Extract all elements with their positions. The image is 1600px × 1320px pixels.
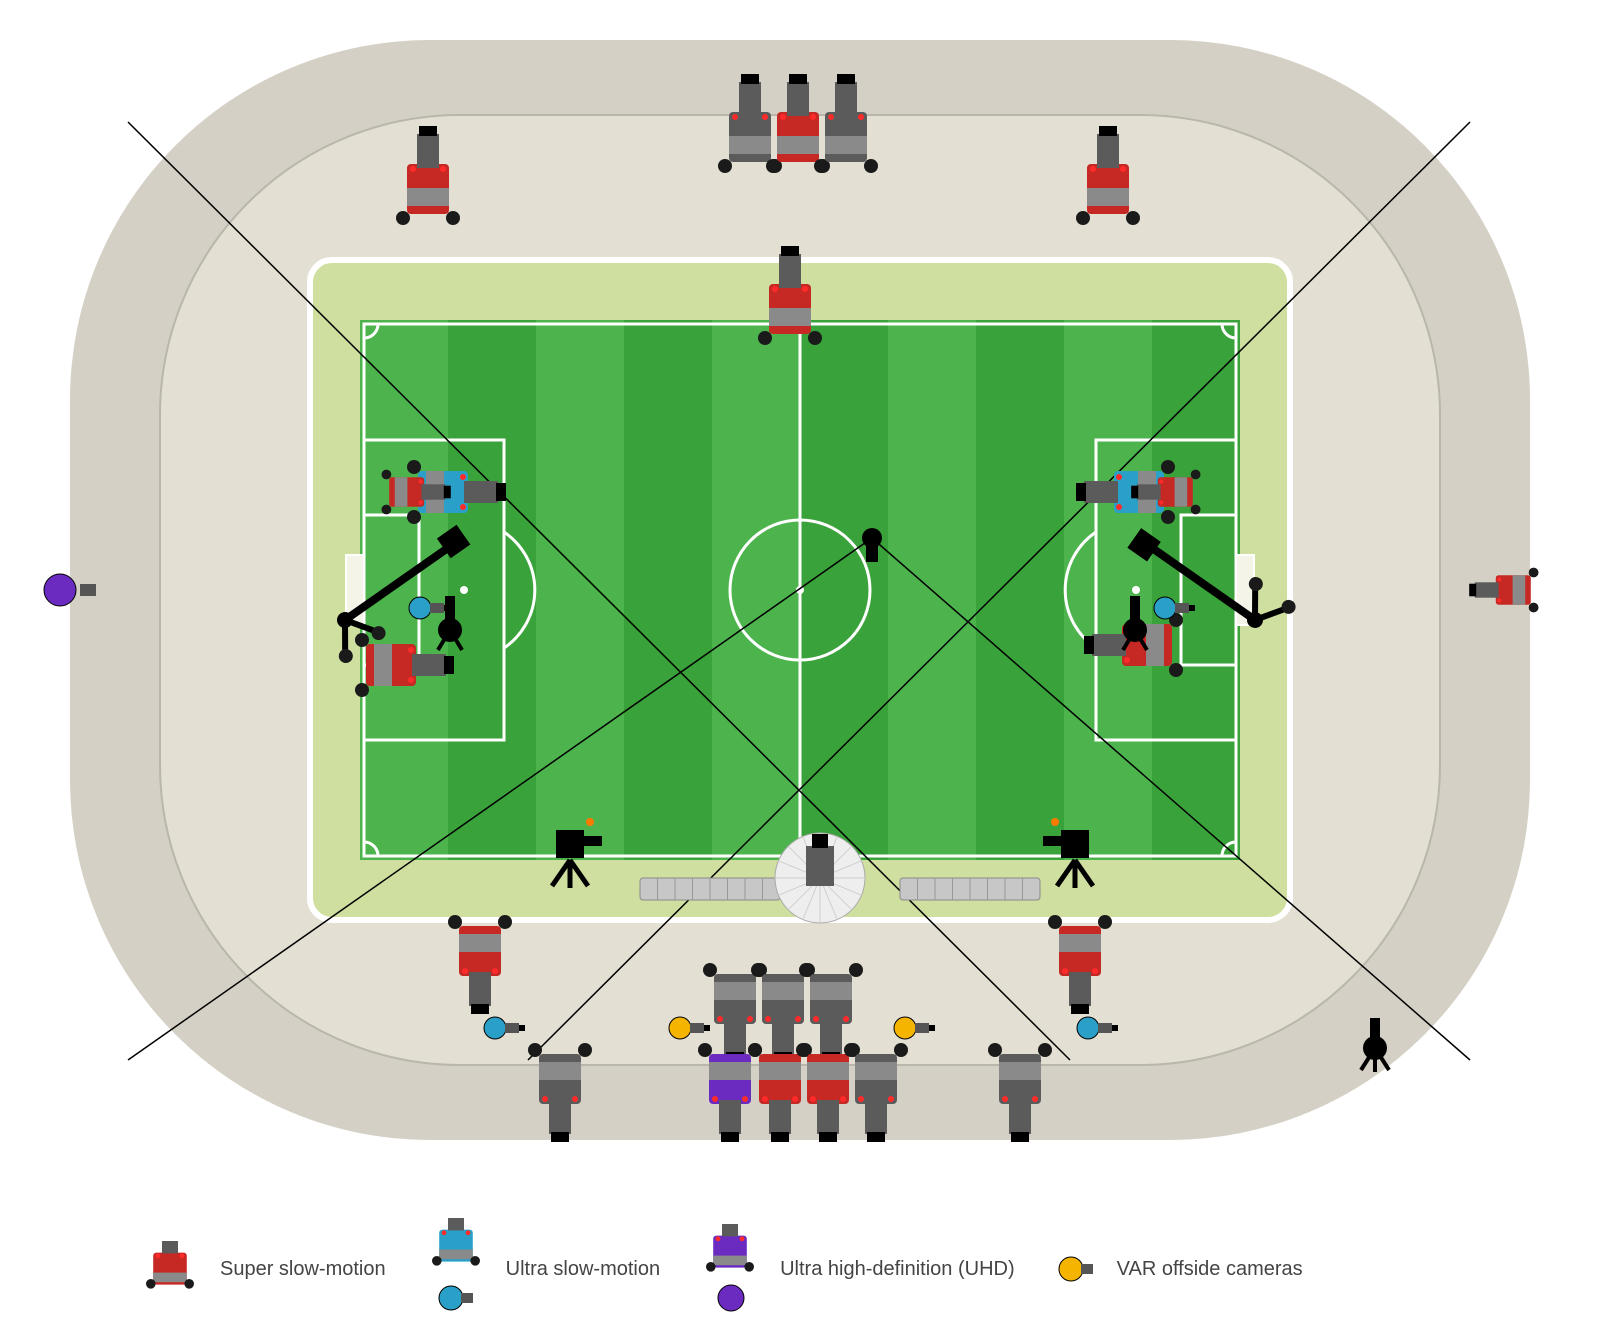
- legend-label: Super slow-motion: [220, 1258, 386, 1281]
- legend-label: Ultra slow-motion: [506, 1258, 660, 1281]
- legend-item: VAR offside cameras: [1055, 1247, 1303, 1291]
- legend-item: Super slow-motion: [140, 1241, 386, 1297]
- team-bench: [900, 878, 1040, 900]
- legend-label: VAR offside cameras: [1117, 1258, 1303, 1281]
- legend-item: Ultra slow-motion: [426, 1218, 660, 1320]
- center-fan-cam: [775, 833, 865, 923]
- diagram-root: Super slow-motion Ultra slow-motion Ultra …: [0, 0, 1600, 1294]
- legend: Super slow-motion Ultra slow-motion Ultra …: [0, 1218, 1600, 1320]
- legend-label: Ultra high-definition (UHD): [780, 1258, 1015, 1281]
- team-bench: [640, 878, 780, 900]
- legend-item: Ultra high-definition (UHD): [700, 1224, 1015, 1314]
- stadium-diagram: [0, 0, 1600, 1294]
